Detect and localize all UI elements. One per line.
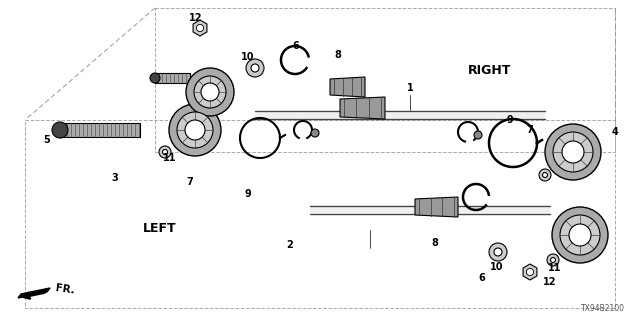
Circle shape — [52, 122, 68, 138]
Circle shape — [545, 124, 601, 180]
Circle shape — [194, 76, 226, 108]
Circle shape — [550, 258, 556, 262]
Circle shape — [569, 224, 591, 246]
Text: FR.: FR. — [55, 283, 76, 295]
Circle shape — [526, 268, 534, 276]
Circle shape — [553, 132, 593, 172]
Text: 8: 8 — [335, 50, 341, 60]
FancyBboxPatch shape — [155, 73, 190, 83]
Circle shape — [474, 131, 482, 139]
Text: 10: 10 — [241, 52, 255, 62]
Circle shape — [159, 146, 171, 158]
Polygon shape — [18, 288, 50, 298]
Text: 8: 8 — [431, 238, 438, 248]
Text: 7: 7 — [187, 177, 193, 187]
Text: 2: 2 — [287, 240, 293, 250]
Text: 11: 11 — [548, 263, 562, 273]
Text: 12: 12 — [543, 277, 557, 287]
Polygon shape — [523, 264, 537, 280]
FancyBboxPatch shape — [60, 123, 140, 137]
Circle shape — [489, 243, 507, 261]
Text: 11: 11 — [163, 153, 177, 163]
Circle shape — [246, 59, 264, 77]
Circle shape — [196, 24, 204, 32]
Circle shape — [560, 215, 600, 255]
Circle shape — [177, 112, 213, 148]
Text: 1: 1 — [406, 83, 413, 93]
Circle shape — [185, 120, 205, 140]
Text: 9: 9 — [244, 189, 252, 199]
Text: 3: 3 — [111, 173, 118, 183]
Text: 10: 10 — [490, 262, 504, 272]
Polygon shape — [340, 97, 385, 119]
Circle shape — [186, 68, 234, 116]
Circle shape — [201, 83, 219, 101]
Text: 9: 9 — [507, 115, 513, 125]
Polygon shape — [415, 197, 458, 217]
Text: RIGHT: RIGHT — [468, 63, 512, 76]
Circle shape — [150, 73, 160, 83]
Text: 7: 7 — [527, 125, 533, 135]
Circle shape — [251, 64, 259, 72]
Circle shape — [539, 169, 551, 181]
Text: 4: 4 — [612, 127, 618, 137]
Circle shape — [547, 254, 559, 266]
FancyArrowPatch shape — [24, 292, 44, 299]
Circle shape — [552, 207, 608, 263]
Polygon shape — [330, 77, 365, 97]
Circle shape — [562, 141, 584, 163]
Circle shape — [494, 248, 502, 256]
Text: TX94B2100: TX94B2100 — [581, 304, 625, 313]
Text: LEFT: LEFT — [143, 221, 177, 235]
Text: 6: 6 — [479, 273, 485, 283]
Text: 6: 6 — [292, 41, 300, 51]
Text: 5: 5 — [44, 135, 51, 145]
Circle shape — [163, 149, 168, 155]
Circle shape — [311, 129, 319, 137]
Circle shape — [169, 104, 221, 156]
Polygon shape — [193, 20, 207, 36]
Circle shape — [543, 172, 547, 178]
Text: 12: 12 — [189, 13, 203, 23]
